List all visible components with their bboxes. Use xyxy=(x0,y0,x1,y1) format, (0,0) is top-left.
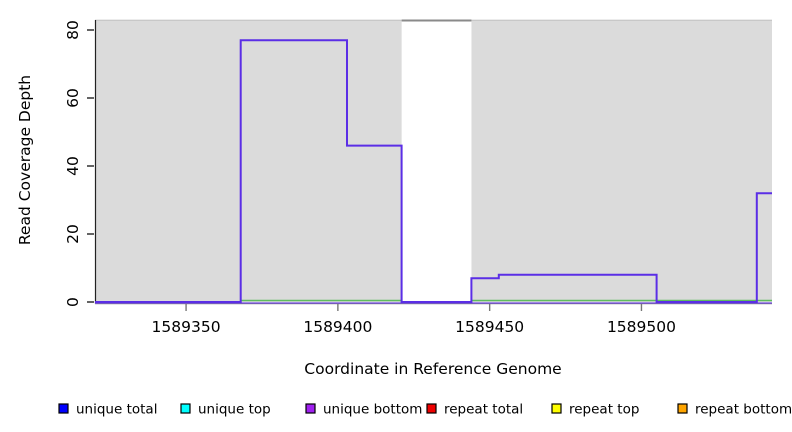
x-tick-label: 1589450 xyxy=(455,318,524,336)
y-tick-label: 80 xyxy=(64,20,82,40)
background-regions-layer xyxy=(95,19,772,304)
x-tick-label: 1589500 xyxy=(607,318,676,336)
legend-label: unique bottom xyxy=(323,402,422,418)
legend-item-unique-bottom: unique bottom xyxy=(305,402,422,418)
legend-item-repeat-top: repeat top xyxy=(551,402,639,418)
legend-item-unique-total: unique total xyxy=(58,402,157,418)
legend-item-repeat-bottom: repeat bottom xyxy=(677,402,792,418)
legend: unique total unique top unique bottom repea… xyxy=(58,402,792,418)
legend-item-repeat-total: repeat total xyxy=(426,402,523,418)
y-tick-label: 20 xyxy=(64,224,82,244)
x-tick-label: 1589400 xyxy=(303,318,372,336)
coverage-region-1 xyxy=(471,19,772,304)
legend-item-unique-top: unique top xyxy=(180,402,271,418)
legend-swatch-icon xyxy=(305,403,316,414)
series-unique-bottom-coverage xyxy=(95,39,772,303)
y-tick-label: 0 xyxy=(64,297,82,307)
legend-label: unique top xyxy=(198,402,271,418)
y-axis-title: Read Coverage Depth xyxy=(16,75,34,245)
data-series-layer xyxy=(95,39,772,304)
legend-label: repeat top xyxy=(569,402,639,418)
legend-swatch-icon xyxy=(551,403,562,414)
legend-label: repeat bottom xyxy=(695,402,792,418)
coverage-region-0 xyxy=(95,19,402,304)
legend-swatch-icon xyxy=(180,403,191,414)
legend-swatch-icon xyxy=(677,403,688,414)
legend-swatch-icon xyxy=(426,403,437,414)
y-tick-label: 40 xyxy=(64,156,82,176)
legend-swatch-icon xyxy=(58,403,69,414)
x-tick-label: 1589350 xyxy=(152,318,221,336)
x-axis-title: Coordinate in Reference Genome xyxy=(304,360,561,378)
y-tick-label: 60 xyxy=(64,88,82,108)
legend-label: repeat total xyxy=(444,402,523,418)
legend-label: unique total xyxy=(76,402,157,418)
